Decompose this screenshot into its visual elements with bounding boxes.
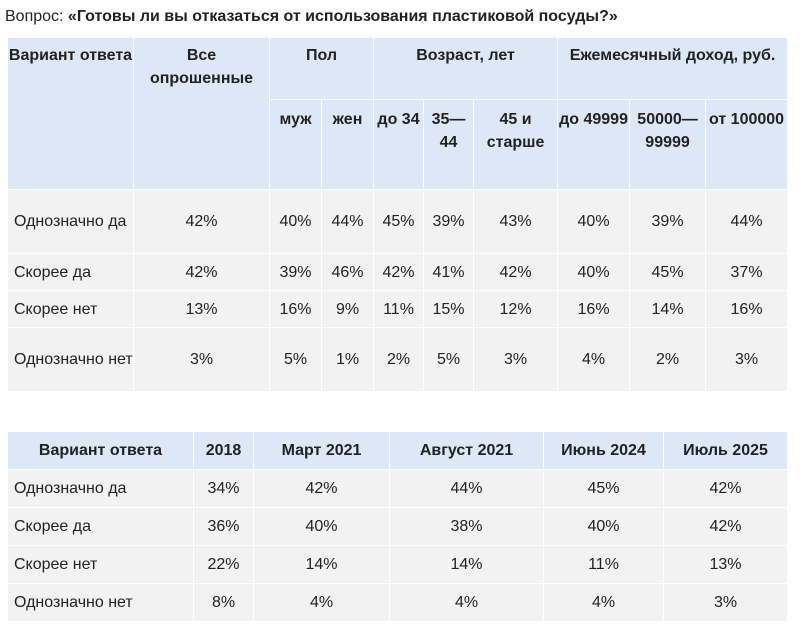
table-cell: 5% <box>423 327 475 392</box>
row-label: Однозначно нет <box>7 327 134 392</box>
table-cell: 44% <box>705 189 789 254</box>
row-label: Скорее да <box>7 507 194 546</box>
header-period: 2018 <box>193 431 254 470</box>
table-cell: 5% <box>269 327 322 392</box>
table-cell: 16% <box>557 290 631 328</box>
survey-question: Вопрос: «Готовы ли вы отказаться от испо… <box>5 7 618 27</box>
table-cell: 45% <box>373 189 425 254</box>
table-cell: 37% <box>705 253 789 291</box>
table-cell: 41% <box>423 253 475 291</box>
table-header-row: Вариант ответа 2018 Март 2021 Август 2021 Ию… <box>7 431 788 470</box>
table-row: Однозначно нет 3% 5% 1% 2% 5% 3% 4% 2% 3% <box>7 327 789 392</box>
trend-table: Вариант ответа 2018 Март 2021 Август 2021 Ию… <box>7 431 788 622</box>
header-age-2: 35—44 <box>423 99 475 190</box>
table-cell: 22% <box>193 545 254 584</box>
header-age-3: 45 и старше <box>473 99 559 190</box>
header-period: Июль 2025 <box>663 431 788 470</box>
table-cell: 8% <box>193 583 254 622</box>
header-male: муж <box>269 99 322 190</box>
row-label: Скорее да <box>7 253 134 291</box>
header-all: Все опрошенные <box>133 37 270 190</box>
row-label: Однозначно нет <box>7 583 194 622</box>
table-cell: 2% <box>629 327 707 392</box>
header-income-3: от 100000 <box>705 99 789 190</box>
table-cell: 4% <box>253 583 390 622</box>
header-age-1: до 34 <box>373 99 425 190</box>
table-cell: 16% <box>705 290 789 328</box>
table-cell: 3% <box>473 327 559 392</box>
table-cell: 40% <box>253 507 390 546</box>
table-cell: 40% <box>543 507 664 546</box>
table-cell: 42% <box>373 253 425 291</box>
header-period: Август 2021 <box>389 431 544 470</box>
header-income-2: 50000—99999 <box>629 99 707 190</box>
table-cell: 3% <box>705 327 789 392</box>
table-cell: 38% <box>389 507 544 546</box>
row-label: Однозначно да <box>7 189 134 254</box>
table-cell: 4% <box>557 327 631 392</box>
table-cell: 42% <box>133 189 270 254</box>
header-gender: Пол <box>268 37 375 100</box>
table-subheader-row: муж жен до 34 35—44 45 и старше до 49999… <box>8 99 789 190</box>
table-cell: 42% <box>133 253 270 291</box>
table-cell: 1% <box>320 327 375 392</box>
table-cell: 44% <box>389 469 544 508</box>
header-age: Возраст, лет <box>373 37 559 100</box>
table-cell: 40% <box>269 189 322 254</box>
table-row: Скорее нет 22% 14% 14% 11% 13% <box>7 545 788 584</box>
table-cell: 39% <box>629 189 707 254</box>
table-cell: 11% <box>543 545 664 584</box>
question-text: «Готовы ли вы отказаться от использовани… <box>67 8 618 25</box>
question-prefix: Вопрос: <box>5 8 68 25</box>
header-answer: Вариант ответа <box>7 431 194 470</box>
table-cell: 14% <box>253 545 390 584</box>
table-cell: 15% <box>423 290 475 328</box>
table-cell: 3% <box>133 327 270 392</box>
table-cell: 3% <box>663 583 788 622</box>
table-cell: 42% <box>663 507 788 546</box>
table-cell: 40% <box>557 253 631 291</box>
table-cell: 14% <box>389 545 544 584</box>
table-cell: 44% <box>320 189 375 254</box>
table-cell: 42% <box>663 469 788 508</box>
breakdown-table: Вариант ответа Все опрошенные Пол Возрас… <box>7 37 789 392</box>
table-cell: 42% <box>253 469 390 508</box>
header-period: Июнь 2024 <box>543 431 664 470</box>
table-row: Однозначно да 34% 42% 44% 45% 42% <box>7 469 788 508</box>
table-cell: 39% <box>269 253 322 291</box>
table-cell: 4% <box>389 583 544 622</box>
row-label: Скорее нет <box>7 545 194 584</box>
table-cell: 4% <box>543 583 664 622</box>
table-row: Скорее да 36% 40% 38% 40% 42% <box>7 507 788 546</box>
header-answer: Вариант ответа <box>7 37 134 190</box>
table-cell: 45% <box>543 469 664 508</box>
table-cell: 16% <box>269 290 322 328</box>
row-label: Однозначно да <box>7 469 194 508</box>
table-cell: 13% <box>663 545 788 584</box>
table-cell: 34% <box>193 469 254 508</box>
table-cell: 14% <box>629 290 707 328</box>
row-label: Скорее нет <box>7 290 134 328</box>
header-income-1: до 49999 <box>557 99 631 190</box>
table-row: Скорее да 42% 39% 46% 42% 41% 42% 40% 45% 37% <box>7 253 789 291</box>
table-row: Однозначно да 42% 40% 44% 45% 39% 43% 40% 39% 44% <box>7 189 789 254</box>
table-cell: 13% <box>133 290 270 328</box>
table-cell: 40% <box>557 189 631 254</box>
table-cell: 45% <box>629 253 707 291</box>
header-period: Март 2021 <box>253 431 390 470</box>
table-cell: 9% <box>320 290 375 328</box>
table-row: Скорее нет 13% 16% 9% 11% 15% 12% 16% 14% 16% <box>7 290 789 328</box>
table-cell: 42% <box>473 253 559 291</box>
header-income: Ежемесячный доход, руб. <box>557 37 789 100</box>
table-cell: 11% <box>373 290 425 328</box>
table-cell: 43% <box>473 189 559 254</box>
table-header-row: Вариант ответа Все опрошенные Пол Возрас… <box>7 37 789 190</box>
table-cell: 2% <box>373 327 425 392</box>
table-cell: 12% <box>473 290 559 328</box>
table-cell: 36% <box>193 507 254 546</box>
table-row: Однозначно нет 8% 4% 4% 4% 3% <box>7 583 788 622</box>
table-cell: 39% <box>423 189 475 254</box>
header-female: жен <box>320 99 375 190</box>
table-cell: 46% <box>320 253 375 291</box>
